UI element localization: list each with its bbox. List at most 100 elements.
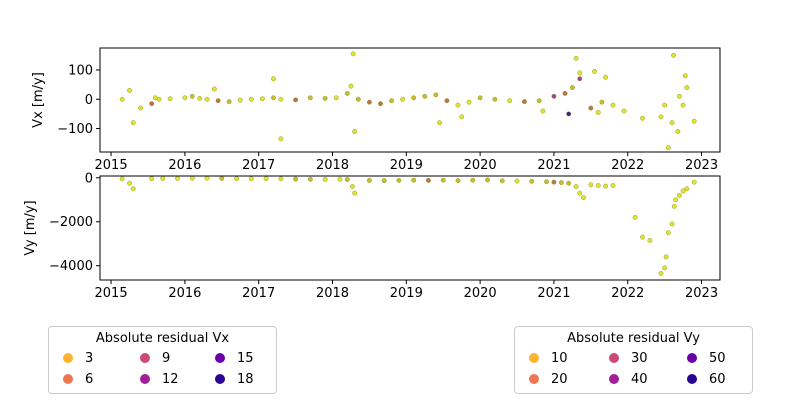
vx-data-point xyxy=(682,73,688,79)
vx-data-point xyxy=(226,99,232,105)
vy-data-point xyxy=(499,178,505,184)
vy-data-point xyxy=(662,265,668,271)
vy-data-point xyxy=(175,176,180,181)
vy-data-point xyxy=(677,192,682,198)
vx-legend-item: 9 xyxy=(140,351,170,366)
vy-data-point xyxy=(352,190,358,196)
vx-legend-item: 15 xyxy=(215,351,254,366)
vx-data-point xyxy=(411,95,417,101)
vy-y-ticks: −4000 −2000 0 xyxy=(49,171,100,274)
vy-x-tick-label: 2023 xyxy=(685,286,718,300)
legend-dot-icon xyxy=(529,353,539,363)
vy-y-axis-label: Vy [m/y] xyxy=(23,200,38,255)
vx-data-point xyxy=(259,96,265,102)
vx-y-tick-label: −100 xyxy=(57,122,93,137)
vx-data-point xyxy=(459,114,465,120)
legend-dot-icon xyxy=(687,374,697,384)
vx-data-point xyxy=(573,55,579,61)
legend-dot-icon xyxy=(529,374,539,384)
vx-y-ticks: −100 0 100 xyxy=(57,63,100,137)
vx-data-point xyxy=(466,99,472,105)
legend-dot-icon xyxy=(63,353,73,363)
vy-x-tick-label: 2019 xyxy=(390,286,423,300)
vx-data-point xyxy=(237,97,243,103)
vx-data-point xyxy=(130,120,136,126)
vx-data-point xyxy=(444,98,450,104)
vx-data-point xyxy=(551,93,557,99)
vx-x-ticks: 2015 2016 2017 2018 2019 2020 2021 2022 2023 xyxy=(95,152,718,173)
vy-data-point xyxy=(411,177,417,183)
vx-data-point xyxy=(293,97,298,103)
vx-data-point xyxy=(422,93,428,99)
vy-data-point xyxy=(665,230,671,236)
vx-x-tick-label: 2017 xyxy=(242,158,275,173)
vx-x-tick-label: 2020 xyxy=(464,158,497,173)
legend-dot-icon xyxy=(140,374,150,384)
legend-dot-icon xyxy=(609,374,619,384)
vx-residual-legend: Absolute residual Vx 3 6 9 12 15 18 xyxy=(48,326,277,394)
vy-axes: 2015 2016 2017 2018 2019 2020 2021 2022 2023 −40… xyxy=(23,171,721,301)
vx-data-point xyxy=(477,95,483,101)
vx-data-point xyxy=(355,96,361,102)
legend-dot-icon xyxy=(687,353,697,363)
vy-data-point xyxy=(322,176,328,182)
vx-data-point xyxy=(610,102,616,108)
vy-data-point xyxy=(551,179,557,185)
vy-data-point xyxy=(640,234,645,240)
vy-legend-item: 50 xyxy=(687,351,726,366)
vy-data-point xyxy=(581,195,586,200)
vy-data-point xyxy=(293,176,298,182)
vy-data-point xyxy=(595,183,601,188)
vy-data-point xyxy=(127,180,132,186)
vx-y-tick-label: 0 xyxy=(85,93,93,108)
vy-data-point xyxy=(544,179,549,185)
vx-legend-title: Absolute residual Vx xyxy=(95,331,230,346)
vy-y-tick-label: −2000 xyxy=(49,215,93,230)
vx-data-point xyxy=(433,92,439,98)
vy-data-point xyxy=(130,186,136,192)
vy-data-point xyxy=(680,188,686,194)
vy-data-point xyxy=(577,190,583,196)
vx-data-point xyxy=(248,96,254,102)
vx-x-tick-label: 2019 xyxy=(390,158,423,173)
vx-data-point xyxy=(522,99,527,105)
vy-x-tick-label: 2015 xyxy=(95,286,128,300)
vy-data-point xyxy=(149,176,155,182)
vx-data-point xyxy=(492,96,498,102)
vy-y-tick-label: 0 xyxy=(85,171,93,186)
vx-data-point xyxy=(691,118,697,124)
vx-x-tick-label: 2016 xyxy=(168,158,201,173)
vy-x-ticks: 2015 2016 2017 2018 2019 2020 2021 2022 2023 xyxy=(95,280,718,301)
vy-axes-frame xyxy=(99,175,721,281)
vx-legend-item: 18 xyxy=(215,372,254,387)
vy-data-point xyxy=(440,177,446,183)
legend-dot-icon xyxy=(609,353,619,363)
vy-x-tick-label: 2021 xyxy=(537,286,570,300)
vy-data-point xyxy=(573,184,579,189)
vy-legend-item: 20 xyxy=(529,372,568,387)
vx-data-point xyxy=(271,95,276,101)
vx-data-point xyxy=(677,93,682,99)
vy-data-point xyxy=(558,180,564,185)
vx-data-point xyxy=(665,145,671,151)
vy-data-point xyxy=(263,176,269,182)
vx-data-point xyxy=(536,98,542,104)
vy-data-point xyxy=(119,176,125,182)
vy-data-point xyxy=(278,176,284,182)
vy-data-point xyxy=(189,175,195,181)
vy-data-point xyxy=(663,254,669,260)
vx-data-point xyxy=(400,96,406,102)
vx-data-point xyxy=(278,96,284,102)
vy-data-point xyxy=(381,178,387,184)
vy-x-tick-label: 2022 xyxy=(611,286,644,300)
vy-data-point xyxy=(396,177,402,183)
vx-data-point xyxy=(352,129,358,134)
vx-data-point xyxy=(367,99,372,105)
vy-data-point xyxy=(337,176,343,182)
vx-data-point xyxy=(322,95,328,101)
chart-svg: 2015 2016 2017 2018 2019 2020 2021 2022 2023 −10… xyxy=(23,47,721,301)
vx-data-point xyxy=(595,110,601,115)
vx-x-tick-label: 2021 xyxy=(537,158,570,173)
vy-data-point xyxy=(234,176,239,182)
